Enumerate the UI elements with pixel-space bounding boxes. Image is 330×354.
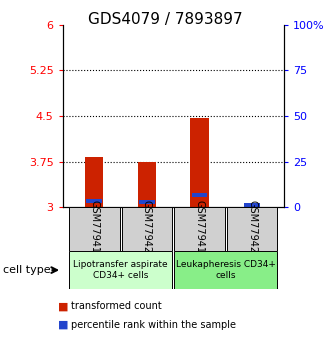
Text: ■: ■ bbox=[58, 320, 68, 330]
Bar bbox=[190, 118, 209, 207]
FancyBboxPatch shape bbox=[69, 207, 119, 251]
FancyBboxPatch shape bbox=[227, 207, 278, 251]
Bar bbox=[139, 200, 155, 204]
Text: Lipotransfer aspirate
CD34+ cells: Lipotransfer aspirate CD34+ cells bbox=[73, 260, 168, 280]
FancyBboxPatch shape bbox=[174, 251, 278, 289]
Text: GSM779421: GSM779421 bbox=[247, 200, 257, 259]
Bar bbox=[85, 157, 104, 207]
Text: Leukapheresis CD34+
cells: Leukapheresis CD34+ cells bbox=[176, 260, 276, 280]
Text: ■: ■ bbox=[58, 301, 68, 311]
Bar bbox=[245, 202, 260, 207]
Bar bbox=[138, 161, 156, 207]
Text: GSM779418: GSM779418 bbox=[89, 200, 99, 259]
Text: GSM779420: GSM779420 bbox=[142, 200, 152, 259]
FancyBboxPatch shape bbox=[122, 207, 172, 251]
FancyBboxPatch shape bbox=[174, 207, 225, 251]
Bar bbox=[86, 199, 102, 203]
Text: GDS4079 / 7893897: GDS4079 / 7893897 bbox=[88, 12, 242, 27]
Text: transformed count: transformed count bbox=[71, 301, 162, 311]
Text: cell type: cell type bbox=[3, 265, 51, 275]
Text: percentile rank within the sample: percentile rank within the sample bbox=[71, 320, 236, 330]
FancyBboxPatch shape bbox=[69, 251, 172, 289]
Text: GSM779419: GSM779419 bbox=[195, 200, 205, 259]
Bar bbox=[192, 193, 207, 197]
